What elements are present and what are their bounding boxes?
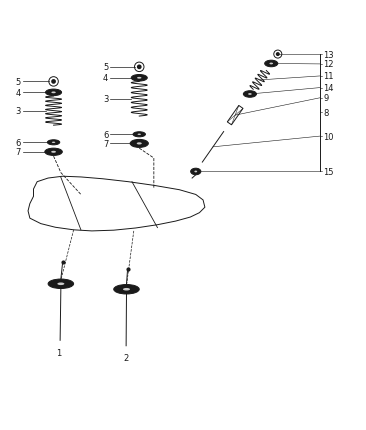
Text: 11: 11 <box>324 72 334 81</box>
Ellipse shape <box>133 132 145 138</box>
Text: 6: 6 <box>103 130 108 139</box>
Ellipse shape <box>248 94 252 95</box>
Text: 2: 2 <box>123 353 129 362</box>
Text: 14: 14 <box>324 84 334 93</box>
Circle shape <box>51 80 56 85</box>
Ellipse shape <box>45 149 62 156</box>
Ellipse shape <box>269 63 273 65</box>
Ellipse shape <box>137 78 141 80</box>
Circle shape <box>276 53 280 57</box>
Circle shape <box>137 65 142 70</box>
Ellipse shape <box>114 285 139 294</box>
Text: 9: 9 <box>324 94 329 103</box>
Text: 4: 4 <box>15 89 21 98</box>
Ellipse shape <box>194 171 197 173</box>
Text: 13: 13 <box>324 50 334 59</box>
Ellipse shape <box>51 151 56 154</box>
Ellipse shape <box>243 92 257 98</box>
Text: 4: 4 <box>103 74 108 83</box>
Text: 1: 1 <box>56 348 61 357</box>
Ellipse shape <box>265 61 278 68</box>
Text: 5: 5 <box>15 78 21 87</box>
Text: 3: 3 <box>15 107 21 116</box>
Ellipse shape <box>131 75 147 82</box>
Ellipse shape <box>45 90 61 96</box>
Text: 7: 7 <box>15 148 21 157</box>
Ellipse shape <box>123 288 130 291</box>
Ellipse shape <box>138 134 141 136</box>
Text: 3: 3 <box>103 95 108 104</box>
Ellipse shape <box>51 92 56 94</box>
Text: 15: 15 <box>324 168 334 177</box>
Text: 6: 6 <box>15 138 21 147</box>
Ellipse shape <box>48 280 74 289</box>
Ellipse shape <box>52 142 55 144</box>
Ellipse shape <box>191 169 201 175</box>
Text: 10: 10 <box>324 132 334 141</box>
Text: 8: 8 <box>324 109 329 118</box>
Ellipse shape <box>137 143 142 145</box>
Ellipse shape <box>47 141 60 145</box>
Text: 7: 7 <box>103 140 108 148</box>
Ellipse shape <box>130 140 148 148</box>
Text: 12: 12 <box>324 60 334 69</box>
Ellipse shape <box>57 283 64 286</box>
Text: 5: 5 <box>103 63 108 72</box>
